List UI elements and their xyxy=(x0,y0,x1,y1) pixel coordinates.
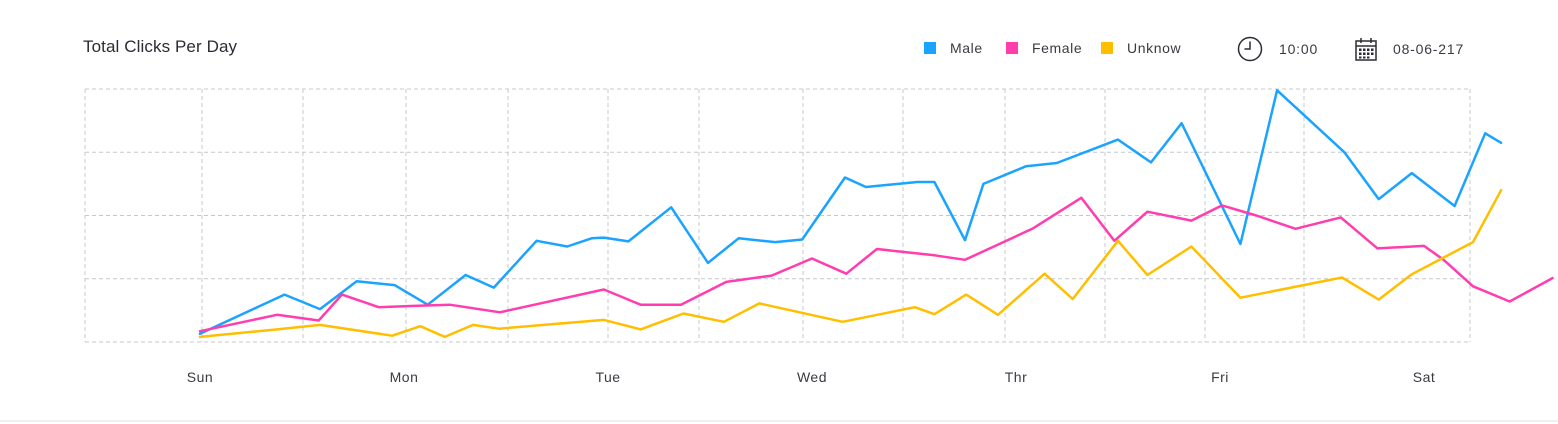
legend-female[interactable]: Female xyxy=(1006,39,1082,57)
x-tick-label-sun: Sun xyxy=(187,369,213,385)
calendar-icon xyxy=(1355,38,1377,61)
legend-label-unknow: Unknow xyxy=(1127,40,1182,56)
series-line-male xyxy=(198,89,1503,336)
legend-label-male: Male xyxy=(950,40,983,56)
series-line-female xyxy=(198,196,1554,333)
chart-title: Total Clicks Per Day xyxy=(83,37,238,56)
legend-swatch-female xyxy=(1006,42,1018,54)
x-tick-label-thr: Thr xyxy=(1005,369,1028,385)
date-value: 08-06-217 xyxy=(1393,41,1465,57)
time-value: 10:00 xyxy=(1279,41,1319,57)
x-tick-label-sat: Sat xyxy=(1413,369,1436,385)
date-selector[interactable]: 08-06-217 xyxy=(1355,36,1464,62)
legend-unknow[interactable]: Unknow xyxy=(1101,39,1181,57)
legend-swatch-unknow xyxy=(1101,42,1113,54)
clock-icon xyxy=(1237,36,1263,62)
time-selector[interactable]: 10:00 xyxy=(1237,36,1318,62)
x-tick-label-mon: Mon xyxy=(390,369,419,385)
legend-swatch-male xyxy=(924,42,936,54)
x-tick-label-wed: Wed xyxy=(797,369,827,385)
legend-label-female: Female xyxy=(1032,40,1083,56)
x-tick-label-tue: Tue xyxy=(595,369,620,385)
series-line-unknow xyxy=(198,188,1503,339)
x-tick-label-fri: Fri xyxy=(1211,369,1229,385)
legend-male[interactable]: Male xyxy=(924,39,983,57)
